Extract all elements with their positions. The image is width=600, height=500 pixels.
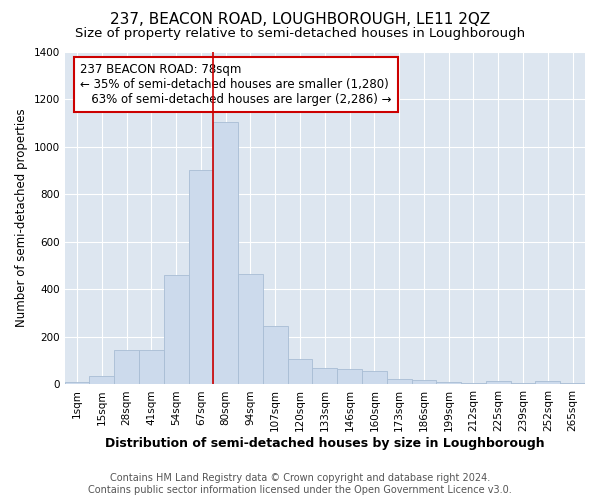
Bar: [214, 122, 238, 384]
Bar: [188, 170, 214, 384]
Bar: [238, 274, 263, 384]
Bar: [436, 382, 461, 384]
Text: 237 BEACON ROAD: 78sqm
← 35% of semi-detached houses are smaller (1,280)
   63% : 237 BEACON ROAD: 78sqm ← 35% of semi-det…: [80, 63, 392, 106]
Bar: [65, 382, 89, 384]
Bar: [139, 350, 164, 384]
Bar: [362, 372, 387, 384]
Text: 237, BEACON ROAD, LOUGHBOROUGH, LE11 2QZ: 237, BEACON ROAD, LOUGHBOROUGH, LE11 2QZ: [110, 12, 490, 28]
Bar: [89, 376, 114, 384]
Bar: [560, 382, 585, 384]
Text: Size of property relative to semi-detached houses in Loughborough: Size of property relative to semi-detach…: [75, 28, 525, 40]
Bar: [263, 326, 287, 384]
Bar: [535, 382, 560, 384]
Bar: [387, 378, 412, 384]
Bar: [164, 275, 188, 384]
Bar: [287, 359, 313, 384]
Bar: [337, 369, 362, 384]
Bar: [412, 380, 436, 384]
Bar: [313, 368, 337, 384]
Y-axis label: Number of semi-detached properties: Number of semi-detached properties: [15, 108, 28, 328]
Text: Contains HM Land Registry data © Crown copyright and database right 2024.
Contai: Contains HM Land Registry data © Crown c…: [88, 474, 512, 495]
Bar: [486, 382, 511, 384]
Bar: [114, 350, 139, 384]
X-axis label: Distribution of semi-detached houses by size in Loughborough: Distribution of semi-detached houses by …: [105, 437, 545, 450]
